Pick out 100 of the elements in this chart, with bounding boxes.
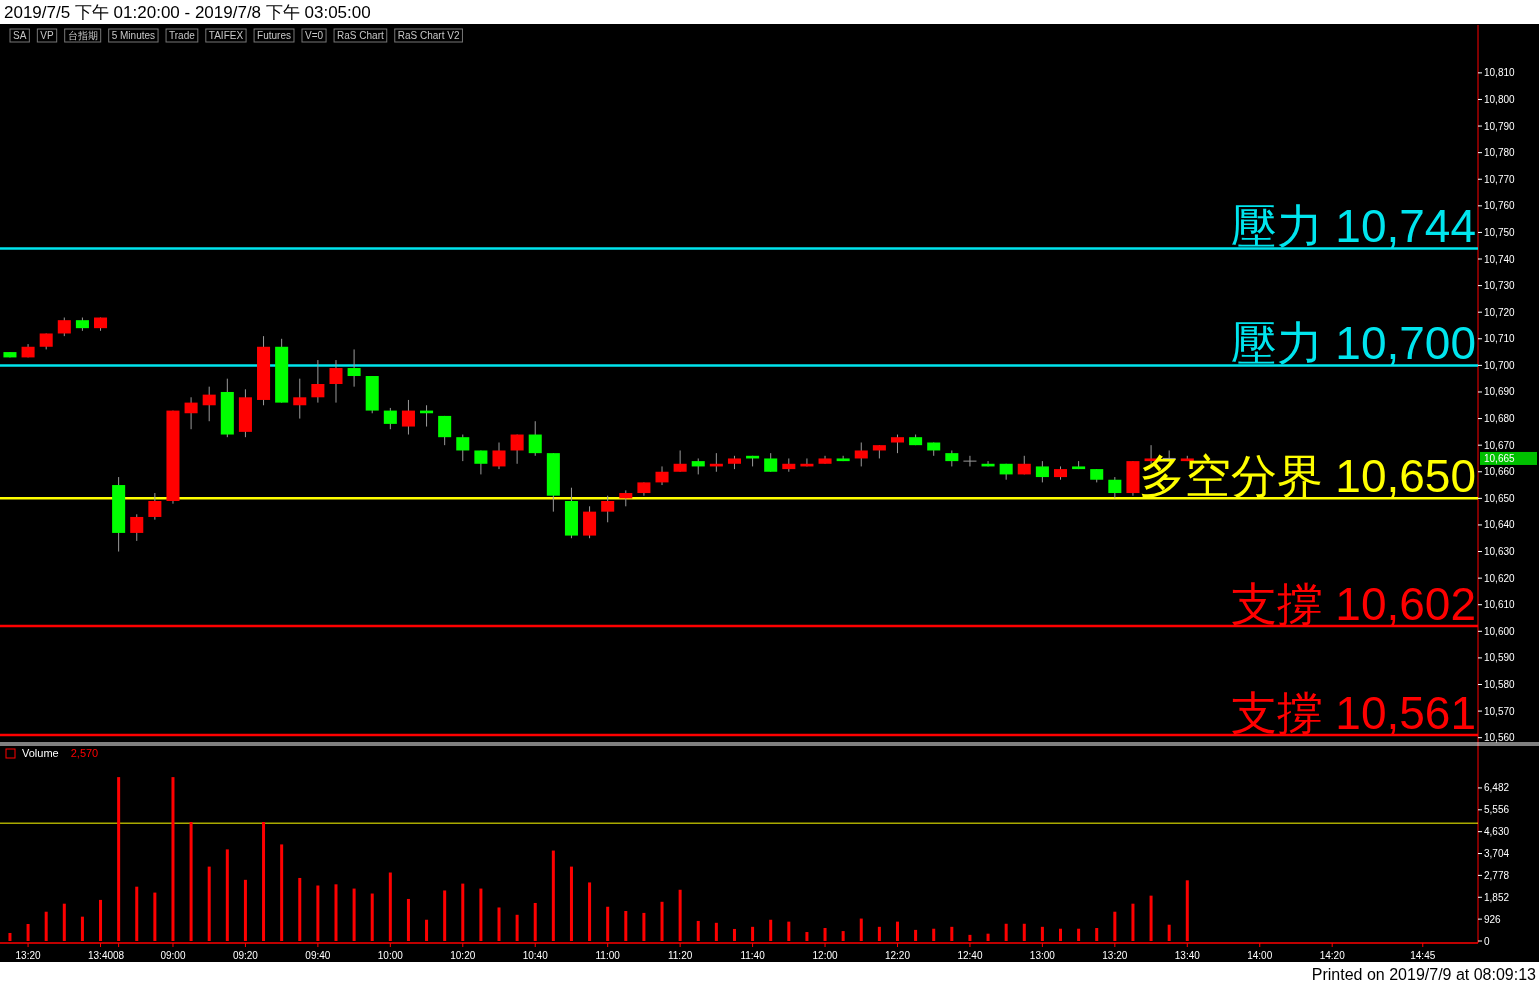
annotation: 5 Minutes [111,30,156,41]
y-tick-label: 10,800 [1484,93,1516,105]
candlestick [148,492,162,521]
y-tick-label: 10,640 [1484,519,1516,531]
x-tick-label: 09:40 [305,950,331,961]
x-tick-label: 11:20 [667,950,693,961]
chart-title: 2019/7/5 下午 01:20:00 - 2019/7/8 下午 03:05:00 [4,3,371,22]
ref-line-label: 壓力 10,700 [1230,317,1476,370]
candlestick [962,455,977,467]
y-tick-label: 10,580 [1484,679,1516,690]
y-tick-label: 2,778 [1484,869,1510,881]
x-tick-label: 12:40 [957,950,983,961]
y-tick-label: 10,670 [1484,439,1516,451]
annotation: Trade [169,30,196,41]
candlestick [1035,460,1049,483]
candlestick [130,513,144,542]
candlestick [474,449,488,475]
legend-label: Volume [22,747,59,759]
text: 10,665 [1484,453,1516,465]
y-tick-label: 10,610 [1484,599,1516,611]
candlestick [492,442,506,470]
x-tick-label: 13:20 [1102,950,1128,961]
x-tick-label: 12:00 [812,950,838,961]
ref-line-label: 支撐 10,561 [1230,687,1476,740]
y-tick-label: 10,710 [1484,333,1516,345]
text: Printed on 2019/7/9 at 08:09:13 [1311,966,1537,983]
y-tick-label: 6,482 [1484,782,1510,794]
y-tick-label: 3,704 [1484,848,1510,860]
x-tick-label: 12:20 [884,950,911,961]
y-tick-label: 10,560 [1484,732,1516,744]
x-tick-label: 13:00 [1029,950,1056,961]
candlestick [583,505,597,539]
x-tick-label: 10:40 [522,950,549,961]
y-tick-label: 10,760 [1484,200,1516,212]
annotation: 2,570 [70,747,99,759]
candlestick [890,434,905,454]
y-tick-label: 10,680 [1484,413,1516,425]
x-tick-label: 13:40 [88,950,114,961]
annotation: SA [13,30,27,41]
candlestick [655,465,669,486]
annotation: V=0 [304,30,324,41]
candlestick [510,434,524,465]
y-tick-label: 4,630 [1484,826,1510,838]
x-tick-label: 11:40 [740,950,766,961]
y-tick-label: 10,790 [1484,120,1516,132]
y-tick-label: 10,600 [1484,625,1516,637]
candlestick [329,359,343,404]
y-tick-label: 10,630 [1484,546,1516,558]
x-tick-label: 09:20 [232,950,259,961]
annotation: TAIFEX [208,30,244,41]
x-tick-label: 14:00 [1247,950,1273,961]
x-tick-label: 09:00 [160,950,186,961]
y-tick-label: 926 [1484,913,1502,925]
x-tick-label: 10:00 [377,950,404,961]
candlestick [383,407,397,430]
candlestick [202,386,216,422]
annotation: RaS Chart V2 [397,30,460,41]
candlestick [456,434,470,462]
y-tick-label: 10,590 [1484,652,1516,664]
y-tick-label: 10,770 [1484,173,1516,185]
y-tick-label: 10,720 [1484,306,1516,318]
annotation: 台指期 [67,30,98,41]
candlestick [673,449,687,473]
ref-line-label: 支撐 10,602 [1230,577,1476,630]
candlestick [347,348,361,388]
ref-line-label: 壓力 10,744 [1230,200,1476,253]
y-tick-label: 10,570 [1484,705,1516,717]
y-tick-label: 10,750 [1484,226,1516,238]
candlestick [401,399,415,436]
x-tick-label: 14:45 [1410,950,1436,961]
y-tick-label: 10,740 [1484,253,1516,265]
x-tick-label: 10:20 [450,950,476,961]
y-tick-label: 10,620 [1484,572,1516,584]
candlestick [438,415,452,446]
y-tick-label: 10,780 [1484,147,1516,159]
candlestick [184,396,198,430]
x-tick-label: 08 [113,950,125,961]
candlestick [601,495,615,523]
y-tick-label: 10,650 [1484,492,1516,504]
candlestick [57,317,71,337]
y-tick-label: 10,700 [1484,359,1516,371]
y-tick-label: 10,730 [1484,280,1516,292]
y-tick-label: 10,810 [1484,67,1516,79]
ref-line-label: 多空分界 10,650 [1138,450,1476,503]
candlestick [293,378,307,420]
annotation: VP [40,30,55,41]
candlestick [764,452,778,473]
y-tick-label: 10,690 [1484,386,1516,398]
y-tick-label: 1,852 [1484,891,1510,903]
annotation: Futures [257,30,291,41]
x-tick-label: 13:20 [15,950,42,961]
y-tick-label: 10,660 [1484,466,1516,478]
x-tick-label: 11:00 [595,950,621,961]
candlestick [1108,476,1122,499]
candlestick [854,442,868,467]
y-tick-label: 5,556 [1484,804,1510,816]
x-tick-label: 14:20 [1319,950,1346,961]
x-tick-label: 13:40 [1174,950,1201,961]
candlestick [528,420,542,457]
annotation: RaS Chart [337,30,384,41]
